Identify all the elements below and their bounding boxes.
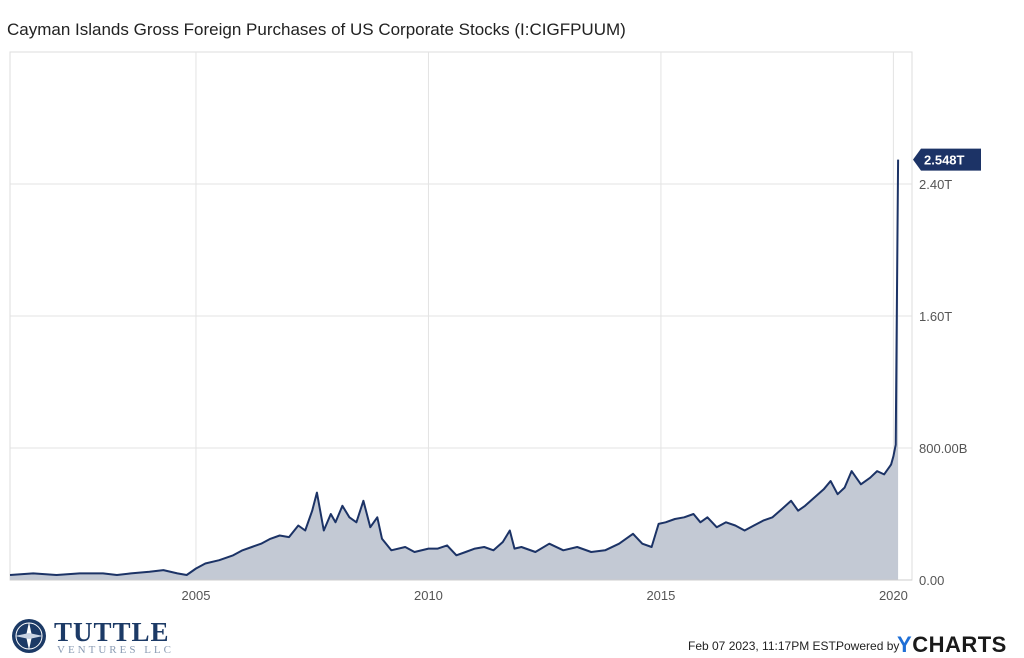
x-tick-label: 2005 bbox=[182, 588, 211, 603]
ycharts-brand-link[interactable]: YCHARTS bbox=[897, 632, 1007, 658]
ycharts-brand-rest: CHARTS bbox=[912, 632, 1007, 657]
x-tick-label: 2020 bbox=[879, 588, 908, 603]
series-line[interactable] bbox=[9, 159, 900, 576]
footer-timestamp: Feb 07 2023, 11:17PM EST. bbox=[688, 639, 838, 653]
x-tick-label: 2010 bbox=[414, 588, 443, 603]
y-tick-label: 2.40T bbox=[919, 177, 952, 192]
last-value-flag: 2.548T bbox=[913, 148, 981, 171]
area-layer bbox=[9, 159, 900, 580]
grid-layer bbox=[9, 51, 913, 581]
logo-name: TUTTLE bbox=[54, 617, 170, 647]
logo-compass-icon bbox=[12, 619, 46, 653]
logo-subtitle: VENTURES LLC bbox=[57, 644, 174, 656]
ycharts-brand-y: Y bbox=[897, 632, 913, 657]
y-tick-label: 0.00 bbox=[919, 573, 944, 588]
last-value-label: 2.548T bbox=[924, 153, 965, 168]
x-tick-label: 2015 bbox=[646, 588, 675, 603]
y-tick-label: 1.60T bbox=[919, 309, 952, 324]
label-layer: 0.00 800.00B 1.60T 2.40T 2005 2010 2015 2020 2.5… bbox=[182, 148, 981, 603]
series-area-fill bbox=[10, 159, 899, 580]
y-tick-label: 800.00B bbox=[919, 441, 967, 456]
chart-title: Cayman Islands Gross Foreign Purchases o… bbox=[7, 20, 626, 39]
footer-powered-by: Powered by bbox=[836, 639, 900, 653]
